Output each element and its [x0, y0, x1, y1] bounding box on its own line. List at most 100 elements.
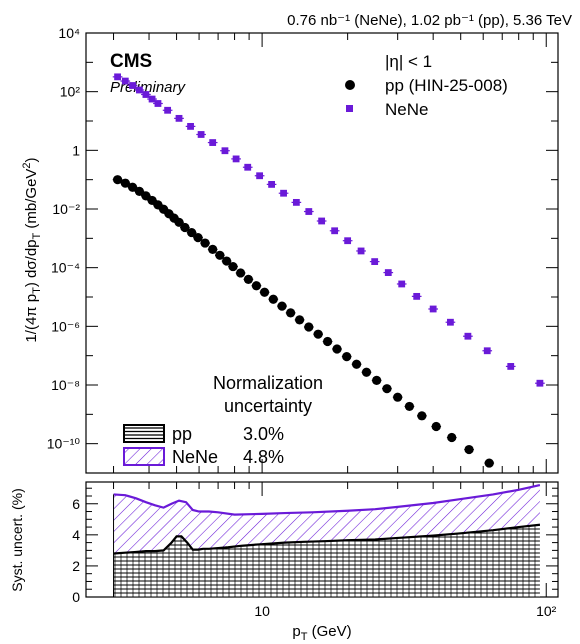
data-point-nene [536, 379, 544, 387]
normalization-uncertainty-box: Normalization uncertainty pp 3.0% NeNe 4… [123, 373, 323, 467]
data-point-nene [148, 95, 156, 103]
y-tick-label-bottom: 2 [72, 558, 80, 574]
data-point-pp [208, 244, 218, 254]
data-point-pp [174, 217, 184, 227]
series-pp [112, 175, 495, 468]
data-point-pp [180, 222, 190, 233]
norm-swatch-nene [123, 447, 165, 466]
data-point-pp [431, 421, 441, 432]
lumi-label: 0.76 nb⁻¹ (NeNe), 1.02 pb⁻¹ (pp), 5.36 T… [287, 12, 572, 29]
data-point-nene [280, 189, 287, 197]
data-point-nene [483, 347, 491, 355]
data-point-pp [484, 458, 494, 468]
y-tick-label-top: 10⁻² [52, 201, 80, 217]
y-tick-label-top: 1 [72, 142, 80, 158]
data-point-pp [134, 186, 145, 196]
data-point-nene [129, 82, 136, 89]
norm-title-line2: uncertainty [224, 396, 312, 416]
data-point-nene [447, 318, 454, 326]
data-point-nene [197, 131, 205, 138]
svg-text:pT (GeV): pT (GeV) [292, 623, 351, 643]
data-point-nene [136, 86, 143, 94]
data-point-pp [404, 401, 415, 412]
data-point-nene [344, 237, 352, 245]
x-tick-label: 10 [254, 603, 270, 619]
data-point-pp [251, 281, 262, 291]
data-point-nene [507, 363, 515, 370]
data-point-pp [351, 359, 362, 369]
data-point-nene [357, 247, 365, 255]
data-point-pp [259, 287, 270, 297]
legend: pp (HIN-25-008) NeNe [345, 76, 508, 119]
y-tick-label-top: 10⁻⁶ [51, 318, 80, 334]
x-axis-title: pT (GeV) [292, 623, 351, 643]
data-point-pp [372, 375, 382, 385]
norm-swatch-pp [123, 424, 165, 443]
y-tick-label-top: 10⁻⁸ [51, 377, 80, 393]
data-point-nene [232, 155, 240, 163]
norm-title-line1: Normalization [213, 373, 323, 393]
norm-label-nene: NeNe [172, 447, 218, 467]
y-tick-label-top: 10² [60, 84, 81, 100]
data-point-pp [193, 232, 203, 243]
data-point-nene [221, 147, 229, 155]
data-point-nene [371, 258, 379, 265]
data-point-pp [112, 175, 123, 185]
syst-line-nene [113, 484, 541, 516]
data-point-nene [154, 100, 162, 107]
data-point-pp [322, 336, 333, 347]
norm-label-pp: pp [172, 424, 192, 444]
preliminary-label: Preliminary [110, 79, 187, 96]
data-point-pp [268, 294, 278, 304]
data-point-nene [429, 305, 437, 313]
svg-text:1/(4π pT) dσ/dpT (mb/GeV2): 1/(4π pT) dσ/dpT (mb/GeV2) [21, 157, 43, 342]
data-point-nene [464, 332, 472, 340]
y-tick-label-top: 10⁴ [58, 25, 80, 41]
y-tick-label-top: 10⁻⁴ [51, 260, 80, 276]
cms-label: CMS [110, 51, 152, 72]
bottom-y-axis-title: Syst. uncert. (%) [9, 488, 25, 591]
x-tick-label: 10² [536, 603, 557, 619]
data-point-nene [413, 292, 421, 300]
data-point-nene [209, 139, 217, 146]
data-point-pp [382, 384, 392, 394]
top-y-axis-title: 1/(4π pT) dσ/dpT (mb/GeV2) [21, 157, 43, 342]
data-point-nene [318, 217, 326, 225]
data-point-pp [215, 250, 225, 260]
data-point-pp [127, 182, 138, 192]
top-panel-frame [85, 32, 559, 474]
legend-marker-pp [345, 80, 355, 90]
data-point-nene [268, 180, 276, 188]
legend-label-nene: NeNe [385, 100, 428, 119]
data-point-pp [222, 256, 232, 266]
data-point-nene [244, 163, 252, 171]
legend-marker-nene [346, 105, 353, 112]
data-point-nene [164, 106, 172, 114]
data-point-pp [464, 444, 474, 455]
data-point-pp [277, 301, 287, 311]
data-point-pp [200, 238, 210, 248]
data-point-pp [342, 351, 352, 362]
data-point-pp [235, 268, 246, 278]
syst-line-pp [113, 523, 541, 555]
data-point-pp [361, 367, 372, 377]
eta-cut-label: |η| < 1 [385, 52, 432, 71]
data-point-nene [142, 91, 150, 98]
data-point-pp [332, 344, 342, 354]
data-point-pp [228, 261, 238, 272]
data-point-pp [243, 274, 254, 284]
data-point-pp [447, 432, 457, 443]
y-tick-label-top: 10⁻¹⁰ [47, 436, 81, 452]
legend-label-pp: pp (HIN-25-008) [385, 76, 508, 95]
data-point-nene [175, 114, 183, 122]
data-point-nene [398, 280, 406, 288]
data-point-nene [331, 227, 339, 235]
data-point-pp [393, 392, 403, 402]
data-point-pp [187, 227, 197, 238]
series-nene [112, 73, 545, 387]
data-point-pp [294, 315, 305, 325]
data-point-nene [187, 122, 194, 130]
y-tick-label-bottom: 4 [72, 527, 80, 543]
data-point-nene [384, 269, 392, 276]
